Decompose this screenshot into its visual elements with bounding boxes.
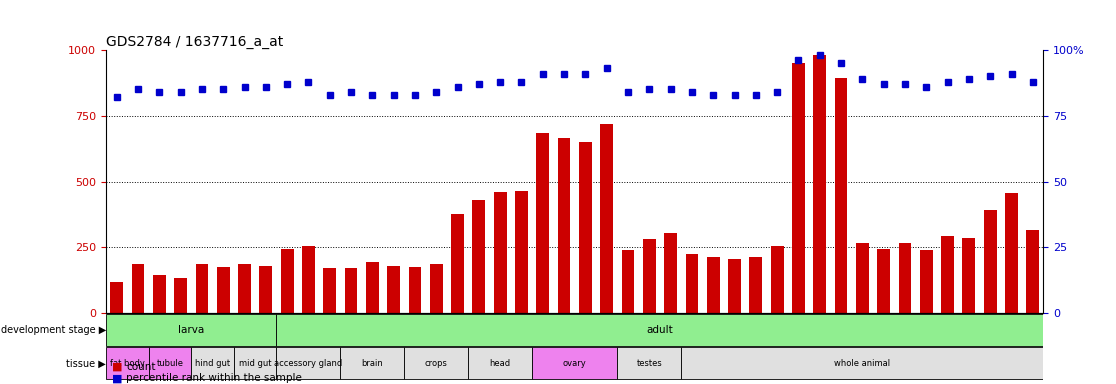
Bar [451,214,464,313]
Bar [148,347,191,379]
Bar [238,265,251,313]
Bar [472,200,485,313]
Bar [941,235,954,313]
Bar [579,142,591,313]
Bar [217,267,230,313]
Bar [195,265,209,313]
Text: hind gut: hind gut [195,359,230,368]
Bar [174,278,187,313]
Bar [984,210,997,313]
Text: brain: brain [362,359,383,368]
Text: development stage ▶: development stage ▶ [1,325,106,335]
Bar [110,281,123,313]
Bar [277,347,340,379]
Text: testes: testes [636,359,662,368]
Text: whole animal: whole animal [835,359,891,368]
Bar [516,191,528,313]
Bar [877,249,891,313]
Bar [558,138,570,313]
Bar [856,243,868,313]
Text: accessory gland: accessory gland [275,359,343,368]
Bar [617,347,681,379]
Bar [532,347,617,379]
Bar [408,267,422,313]
Bar [750,257,762,313]
Bar [366,262,378,313]
Bar [600,124,613,313]
Bar [792,63,805,313]
Text: ovary: ovary [562,359,587,368]
Bar [106,314,277,346]
Bar [643,240,656,313]
Bar [706,257,720,313]
Text: mid gut: mid gut [239,359,271,368]
Text: head: head [490,359,511,368]
Bar [259,266,272,313]
Bar [814,55,826,313]
Bar [622,250,634,313]
Text: ■: ■ [112,373,122,383]
Bar [898,243,912,313]
Bar [685,254,699,313]
Bar [728,259,741,313]
Text: GDS2784 / 1637716_a_at: GDS2784 / 1637716_a_at [106,35,283,49]
Bar [324,268,336,313]
Bar [835,78,847,313]
Bar [106,347,148,379]
Bar [493,192,507,313]
Text: fat body: fat body [109,359,145,368]
Bar [681,347,1043,379]
Bar [1027,230,1039,313]
Text: percentile rank within the sample: percentile rank within the sample [126,373,302,383]
Text: crops: crops [425,359,448,368]
Bar [469,347,532,379]
Text: tubule: tubule [156,359,183,368]
Text: tissue ▶: tissue ▶ [66,358,106,368]
Bar [1006,194,1018,313]
Bar [387,266,400,313]
Text: ■: ■ [112,362,122,372]
Bar [234,347,277,379]
Text: adult: adult [646,325,673,335]
Bar [277,314,1043,346]
Bar [191,347,234,379]
Bar [962,238,975,313]
Bar [404,347,469,379]
Bar [430,265,443,313]
Bar [281,249,294,313]
Bar [345,268,357,313]
Bar [153,275,165,313]
Text: larva: larva [179,325,204,335]
Text: count: count [126,362,155,372]
Bar [537,133,549,313]
Bar [920,250,933,313]
Bar [302,246,315,313]
Bar [340,347,404,379]
Bar [771,246,783,313]
Bar [664,233,677,313]
Bar [132,265,144,313]
